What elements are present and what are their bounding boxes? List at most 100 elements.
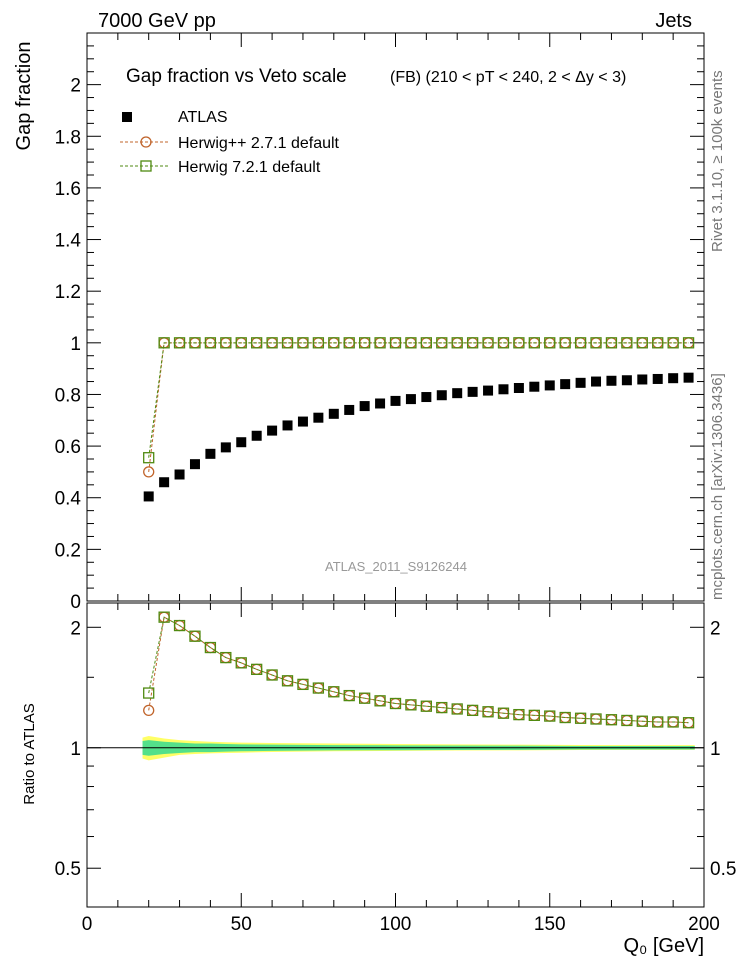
atlas-point — [467, 386, 478, 397]
main-y-axis-label: Gap fraction — [13, 42, 35, 151]
atlas-point — [297, 416, 308, 427]
legend-herwigpp-marker — [140, 136, 152, 148]
ratio-y-tick-label-left: 2 — [70, 618, 81, 639]
herwig7-point — [559, 337, 571, 349]
ratio-herwig7-point — [482, 706, 494, 718]
atlas-point — [421, 392, 432, 403]
atlas-point — [159, 477, 170, 488]
ratio-data-marks — [143, 611, 695, 729]
herwig7-point — [389, 337, 402, 349]
atlas-point — [668, 373, 679, 384]
main-y-tick-label: 1.2 — [55, 282, 81, 303]
chart-subtitle: (FB) (210 < pT < 240, 2 < Δy < 3) — [390, 69, 626, 86]
ratio-herwig7-point — [281, 675, 294, 687]
x-tick-label: 0 — [82, 914, 93, 935]
atlas-point — [375, 398, 386, 409]
legend-herwig7-marker — [140, 160, 152, 172]
ratio-herwig7-point — [266, 669, 278, 681]
analysis-watermark: ATLAS_2011_S9126244 — [325, 559, 467, 574]
atlas-point — [205, 448, 216, 459]
rivet-version-label: Rivet 3.1.10, ≥ 100k events — [709, 70, 726, 252]
legend-herwigpp-label: Herwig++ 2.7.1 default — [178, 135, 340, 152]
atlas-point — [313, 412, 324, 423]
ratio-herwig7-point — [621, 714, 633, 727]
main-y-tick-label: 0.8 — [55, 385, 81, 406]
ratio-herwig7-point — [374, 695, 386, 707]
main-y-tick-label: 1.6 — [55, 179, 81, 200]
herwig7-point — [328, 337, 340, 349]
ratio-herwig7-point — [574, 712, 587, 724]
ratio-y-tick-label-left: 1 — [70, 739, 81, 760]
ratio-herwig7-point — [466, 704, 479, 717]
ratio-herwig7-point — [173, 619, 186, 632]
herwig7-point — [420, 337, 433, 349]
ratio-herwig7-point — [220, 651, 232, 664]
legend-herwig7-label: Herwig 7.2.1 default — [178, 159, 321, 176]
atlas-point — [328, 408, 339, 419]
ratio-herwig7-point — [436, 701, 448, 714]
herwig7-point — [482, 337, 494, 349]
herwig7-point — [451, 337, 463, 349]
atlas-point — [621, 375, 632, 386]
herwigpp-point — [143, 466, 155, 478]
ratio-herwig7-point — [343, 689, 355, 702]
ratio-herwig7-point — [544, 710, 556, 722]
atlas-point — [452, 388, 463, 399]
main-y-tick-label: 0.6 — [55, 437, 81, 458]
herwig7-point — [590, 337, 602, 349]
main-y-tick-label: 0.4 — [55, 489, 82, 510]
herwig7-point — [574, 337, 587, 349]
atlas-point — [282, 420, 293, 431]
atlas-point — [683, 372, 694, 383]
mcplots-label: mcplots.cern.ch [arXiv:1306.3436] — [709, 373, 726, 600]
atlas-point — [575, 377, 586, 388]
atlas-point — [560, 379, 571, 390]
ratio-herwig7-point — [189, 630, 201, 642]
herwig7-point — [312, 337, 325, 349]
atlas-point — [498, 384, 509, 395]
atlas-point — [174, 469, 185, 480]
main-x-ticks — [86, 33, 705, 601]
ratio-herwig7-point — [158, 611, 170, 623]
atlas-point — [483, 385, 494, 396]
ratio-uncertainty-band — [87, 735, 704, 761]
main-series-line — [148, 342, 689, 458]
atlas-point — [529, 381, 540, 392]
atlas-point — [591, 376, 602, 387]
x-tick-label: 100 — [380, 914, 412, 935]
herwig7-point — [374, 337, 386, 349]
atlas-point — [143, 491, 154, 502]
atlas-point — [606, 375, 617, 386]
herwig7-point — [143, 452, 155, 464]
herwig7-point — [405, 337, 417, 349]
atlas-point — [189, 459, 200, 470]
ratio-herwig7-point — [590, 713, 602, 725]
atlas-point — [220, 442, 231, 453]
legend-atlas-label: ATLAS — [178, 109, 228, 126]
herwig7-point — [652, 337, 664, 349]
herwig7-point — [667, 337, 679, 349]
atlas-point — [344, 404, 355, 415]
legend-atlas-marker — [122, 112, 132, 122]
ratio-herwig7-point — [358, 692, 371, 704]
atlas-point — [544, 380, 555, 391]
ratio-panel-frame — [86, 602, 705, 908]
ratio-y-ticks: 0.5 0.5 1 1 2 2 — [55, 618, 737, 880]
ratio-herwig7-point — [328, 686, 340, 698]
main-data-marks — [143, 337, 695, 502]
herwig7-point — [621, 337, 633, 349]
main-y-tick-label: 0.2 — [55, 540, 81, 561]
ratio-herwig7-point — [420, 700, 433, 712]
header-right: Jets — [655, 10, 692, 32]
header-left: 7000 GeV pp — [98, 10, 216, 32]
atlas-point — [405, 394, 416, 405]
atlas-point — [236, 437, 247, 448]
ratio-y-axis-label: Ratio to ATLAS — [21, 703, 38, 804]
herwig7-point — [251, 337, 263, 349]
herwig7-point — [466, 337, 479, 349]
herwig7-point — [544, 337, 556, 349]
herwig7-point — [343, 337, 355, 349]
herwig7-point — [436, 337, 448, 349]
x-tick-label: 150 — [534, 914, 566, 935]
